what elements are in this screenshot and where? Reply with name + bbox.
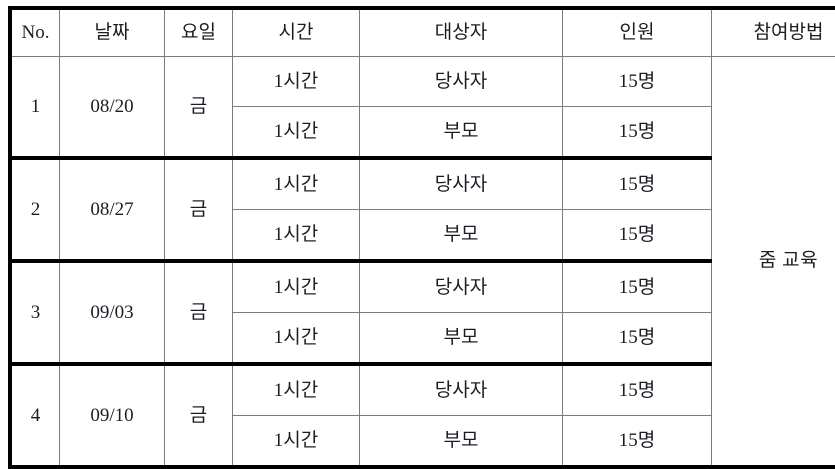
table-row: 3 09/03 금 1시간 당사자 15명	[10, 261, 835, 313]
cell-no: 3	[10, 261, 60, 364]
cell-time: 1시간	[233, 107, 360, 159]
cell-time: 1시간	[233, 261, 360, 313]
cell-target: 부모	[360, 210, 563, 262]
cell-count: 15명	[563, 313, 712, 365]
schedule-table: No. 날짜 요일 시간 대상자 인원 참여방법 1 08/20 금 1시간 당…	[8, 6, 835, 469]
cell-day: 금	[165, 57, 233, 159]
cell-target: 당사자	[360, 364, 563, 416]
header-cell-target: 대상자	[360, 8, 563, 57]
cell-target: 부모	[360, 416, 563, 468]
cell-target: 당사자	[360, 57, 563, 107]
cell-time: 1시간	[233, 158, 360, 210]
header-cell-method: 참여방법	[712, 8, 835, 57]
cell-count: 15명	[563, 364, 712, 416]
header-cell-no: No.	[10, 8, 60, 57]
header-label-no: No.	[22, 22, 50, 43]
cell-time: 1시간	[233, 313, 360, 365]
cell-time: 1시간	[233, 210, 360, 262]
cell-time: 1시간	[233, 416, 360, 468]
table-body: 1 08/20 금 1시간 당사자 15명 줌 교육 1시간 부모 15명 2 …	[10, 57, 835, 468]
cell-date: 08/20	[60, 57, 165, 159]
cell-count: 15명	[563, 416, 712, 468]
table-row: 4 09/10 금 1시간 당사자 15명	[10, 364, 835, 416]
table-row: 1 08/20 금 1시간 당사자 15명 줌 교육	[10, 57, 835, 107]
cell-day: 금	[165, 364, 233, 467]
cell-count: 15명	[563, 210, 712, 262]
cell-count: 15명	[563, 261, 712, 313]
cell-time: 1시간	[233, 57, 360, 107]
header-cell-time: 시간	[233, 8, 360, 57]
cell-no: 4	[10, 364, 60, 467]
header-cell-count: 인원	[563, 8, 712, 57]
cell-no: 1	[10, 57, 60, 159]
header-cell-day: 요일	[165, 8, 233, 57]
table-header: No. 날짜 요일 시간 대상자 인원 참여방법	[10, 8, 835, 57]
cell-day: 금	[165, 158, 233, 261]
cell-date: 09/10	[60, 364, 165, 467]
cell-count: 15명	[563, 158, 712, 210]
cell-time: 1시간	[233, 364, 360, 416]
header-cell-date: 날짜	[60, 8, 165, 57]
table-row: 2 08/27 금 1시간 당사자 15명	[10, 158, 835, 210]
header-row: No. 날짜 요일 시간 대상자 인원 참여방법	[10, 8, 835, 57]
cell-day: 금	[165, 261, 233, 364]
cell-target: 부모	[360, 313, 563, 365]
cell-method: 줌 교육	[712, 57, 835, 468]
cell-no: 2	[10, 158, 60, 261]
cell-target: 당사자	[360, 158, 563, 210]
cell-target: 부모	[360, 107, 563, 159]
cell-count: 15명	[563, 107, 712, 159]
cell-date: 08/27	[60, 158, 165, 261]
cell-count: 15명	[563, 57, 712, 107]
cell-target: 당사자	[360, 261, 563, 313]
cell-date: 09/03	[60, 261, 165, 364]
